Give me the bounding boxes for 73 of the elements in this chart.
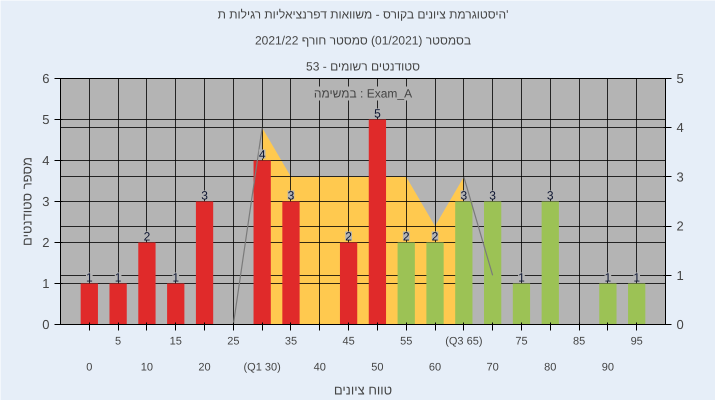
y-tick-label: 0 bbox=[42, 317, 50, 332]
bar bbox=[628, 284, 646, 324]
data-label: 3 bbox=[288, 188, 295, 202]
data-label: 2 bbox=[144, 230, 151, 244]
x-tick-label: 40 bbox=[314, 362, 326, 374]
x-tick-label: 85 bbox=[572, 336, 586, 348]
bar bbox=[426, 242, 444, 324]
data-label: 3 bbox=[489, 188, 496, 202]
x-tick-label: 70 bbox=[486, 362, 499, 374]
bar bbox=[340, 242, 358, 324]
data-label: 1 bbox=[114, 270, 122, 284]
data-label: 3 bbox=[460, 188, 468, 202]
data-label: 2 bbox=[402, 230, 410, 244]
x-tick-label: 35 bbox=[284, 336, 298, 348]
bar bbox=[196, 202, 214, 324]
data-label: 1 bbox=[172, 270, 180, 284]
x-tick-label: 95 bbox=[630, 336, 643, 348]
x-tick-label: 45 bbox=[342, 336, 355, 348]
y-tick-label: 1 bbox=[42, 276, 50, 291]
x-tick-label: 0 bbox=[86, 362, 92, 374]
x-axis-title: טווח ציונים bbox=[334, 382, 392, 398]
x-tick-label: 20 bbox=[198, 362, 211, 374]
x-tick-label: 25 bbox=[227, 336, 240, 348]
y-tick-label: 5 bbox=[42, 112, 50, 127]
data-label: 1 bbox=[604, 270, 612, 284]
y2-tick-label: 1 bbox=[676, 268, 684, 283]
x-tick-label: 60 bbox=[428, 362, 442, 374]
y2-tick-label: 3 bbox=[676, 169, 684, 184]
data-label: 3 bbox=[201, 188, 208, 202]
data-label: 1 bbox=[518, 270, 526, 284]
x-tick-label: (Q1 30) bbox=[244, 362, 281, 374]
y-tick-label: 2 bbox=[42, 235, 50, 250]
data-label: 1 bbox=[633, 270, 640, 284]
y-tick-label: 3 bbox=[42, 194, 50, 209]
text: סטודנטים רשומים - 53 bbox=[306, 60, 420, 74]
x-tick-label: 55 bbox=[400, 336, 412, 348]
y2-tick-label: 4 bbox=[676, 120, 684, 136]
x-tick-label: 50 bbox=[371, 362, 384, 374]
data-label: 1 bbox=[86, 270, 93, 284]
bar bbox=[282, 202, 300, 324]
x-tick-label: 15 bbox=[170, 336, 182, 348]
text: בסמסטר (01/2021) סמסטר חורף 2021/22 bbox=[254, 34, 472, 48]
bar bbox=[455, 202, 472, 324]
bar bbox=[138, 242, 156, 324]
data-label: 2 bbox=[432, 230, 439, 244]
y-axis-title: מספר סטודנטים bbox=[19, 157, 34, 246]
bar bbox=[254, 160, 271, 324]
data-label: 2 bbox=[345, 230, 352, 244]
bar bbox=[599, 284, 617, 324]
bar bbox=[484, 202, 502, 324]
bar bbox=[398, 242, 415, 324]
data-label: 4 bbox=[258, 148, 266, 162]
chart-title: היסטוגרמת ציונים בקורס - משוואות דפרנציאליות רגילות ת' bbox=[218, 8, 508, 22]
bar bbox=[80, 284, 98, 324]
annotation: במשימה : Exam_A bbox=[314, 86, 412, 100]
x-tick-label: (Q3 65) bbox=[445, 336, 482, 348]
y-tick-label: 6 bbox=[42, 71, 50, 86]
data-label: 3 bbox=[546, 188, 554, 202]
x-tick-label: 90 bbox=[602, 362, 614, 374]
x-tick-label: 80 bbox=[544, 362, 556, 374]
bar bbox=[542, 202, 559, 324]
bar bbox=[368, 120, 386, 324]
x-tick-label: 10 bbox=[140, 362, 154, 374]
bar bbox=[167, 284, 184, 324]
y2-tick-label: 2 bbox=[676, 218, 684, 234]
y-tick-label: 4 bbox=[42, 153, 50, 168]
x-tick-label: 5 bbox=[115, 336, 122, 348]
y2-tick-label: 0 bbox=[676, 317, 684, 332]
x-tick-label: 75 bbox=[515, 336, 528, 348]
bar bbox=[512, 284, 530, 324]
bar bbox=[109, 284, 127, 324]
data-label: 5 bbox=[374, 106, 382, 120]
y2-tick-label: 5 bbox=[676, 71, 684, 86]
